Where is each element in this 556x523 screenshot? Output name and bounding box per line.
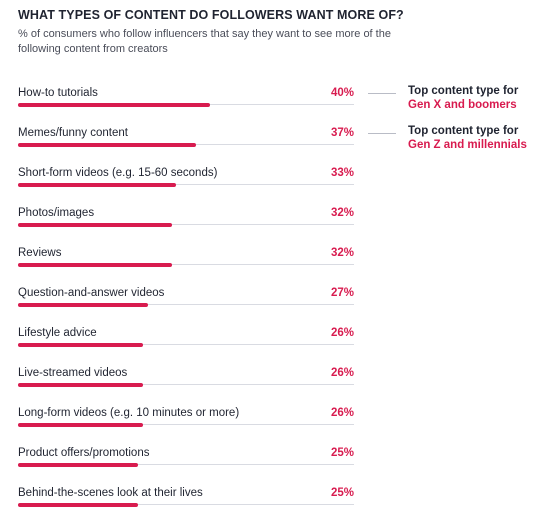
bar-track <box>18 264 354 265</box>
category-label: Behind-the-scenes look at their lives <box>18 487 203 499</box>
category-label: Photos/images <box>18 207 95 219</box>
bar-row: Live-streamed videos 26% <box>18 367 354 399</box>
value-label: 32% <box>330 247 354 259</box>
chart-subtitle: % of consumers who follow influencers th… <box>18 28 391 55</box>
bar-track <box>18 504 354 505</box>
annotation-highlight-text: Gen X and boomers <box>408 99 517 111</box>
bar-row: Photos/images 32% <box>18 207 354 239</box>
bar <box>18 263 172 267</box>
bar-track <box>18 224 354 225</box>
bar-row: Reviews 32% <box>18 247 354 279</box>
annotation-text: Top content type for <box>408 85 519 97</box>
bar <box>18 143 196 147</box>
category-label: Lifestyle advice <box>18 327 97 339</box>
annotation-highlight-text: Gen Z and millennials <box>408 139 527 151</box>
category-label: Question-and-answer videos <box>18 287 165 299</box>
category-label: Product offers/promotions <box>18 447 150 459</box>
bar-track <box>18 384 354 385</box>
bar-track <box>18 424 354 425</box>
bar <box>18 503 138 507</box>
bar <box>18 103 210 107</box>
value-label: 26% <box>330 407 354 419</box>
chart-title: WHAT TYPES OF CONTENT DO FOLLOWERS WANT … <box>18 8 404 22</box>
category-label: Reviews <box>18 247 62 259</box>
bar-row: Question-and-answer videos 27% <box>18 287 354 319</box>
bar-track <box>18 344 354 345</box>
annotation-leader-line <box>368 133 396 134</box>
bar-row: Behind-the-scenes look at their lives 25% <box>18 487 354 519</box>
bar-row: How-to tutorials 40% <box>18 87 354 119</box>
category-label: Live-streamed videos <box>18 367 128 379</box>
bar <box>18 343 143 347</box>
category-label: How-to tutorials <box>18 87 98 99</box>
bar-row: Product offers/promotions 25% <box>18 447 354 479</box>
bar-row: Short-form videos (e.g. 15-60 seconds) 33… <box>18 167 354 199</box>
value-label: 26% <box>330 327 354 339</box>
bar-row: Memes/funny content 37% <box>18 127 354 159</box>
bar-row: Lifestyle advice 26% <box>18 327 354 359</box>
value-label: 27% <box>330 287 354 299</box>
bar <box>18 183 176 187</box>
bar-track <box>18 304 354 305</box>
annotation-text: Top content type for <box>408 125 519 137</box>
category-label: Long-form videos (e.g. 10 minutes or mor… <box>18 407 240 419</box>
value-label: 33% <box>330 167 354 179</box>
bar <box>18 383 143 387</box>
bar-track <box>18 464 354 465</box>
bar-track <box>18 184 354 185</box>
value-label: 25% <box>330 447 354 459</box>
category-label: Memes/funny content <box>18 127 128 139</box>
category-label: Short-form videos (e.g. 15-60 seconds) <box>18 167 218 179</box>
bar <box>18 463 138 467</box>
bar <box>18 223 172 227</box>
value-label: 40% <box>330 87 354 99</box>
value-label: 25% <box>330 487 354 499</box>
bar <box>18 303 148 307</box>
value-label: 26% <box>330 367 354 379</box>
bar <box>18 423 143 427</box>
value-label: 32% <box>330 207 354 219</box>
value-label: 37% <box>330 127 354 139</box>
annotation-leader-line <box>368 93 396 94</box>
bar-row: Long-form videos (e.g. 10 minutes or mor… <box>18 407 354 439</box>
